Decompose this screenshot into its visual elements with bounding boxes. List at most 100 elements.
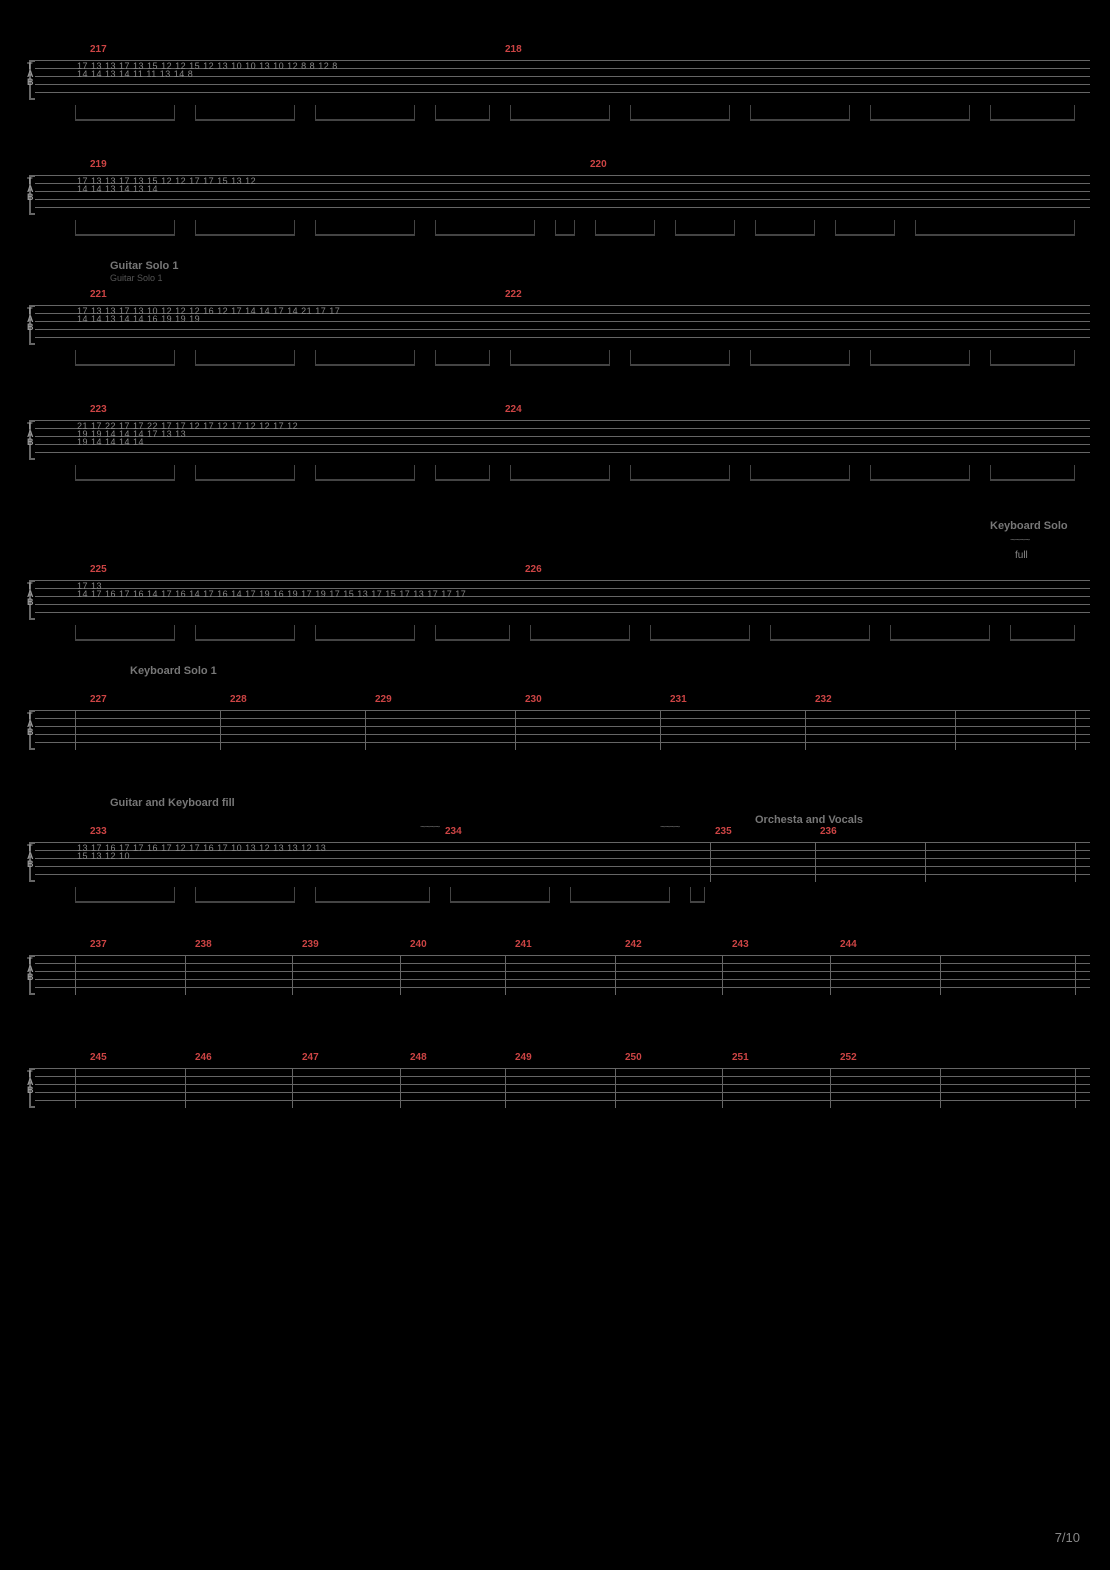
beam: [770, 625, 870, 641]
beam: [435, 105, 490, 121]
barline: [1075, 1068, 1076, 1108]
beam: [630, 350, 730, 366]
tab-clef: TAB: [27, 582, 34, 606]
bar-number: 233: [90, 826, 107, 837]
fret-numbers: 14 14 13 14 14 16 19 19 19: [77, 314, 200, 324]
beam: [630, 465, 730, 481]
tab-staff: Guitar and Keyboard fillOrchesta and Voc…: [35, 842, 1090, 882]
tab-staff: TAB21922017 13 13 17 13 15 12 12 17 17 1…: [35, 175, 1090, 215]
bar-number: 240: [410, 939, 427, 950]
beam: [510, 465, 610, 481]
beam: [870, 465, 970, 481]
bar-number: 232: [815, 694, 832, 705]
beam-group: [35, 465, 1090, 485]
bar-number: 221: [90, 289, 107, 300]
vibrato-mark: ~~~~: [660, 822, 679, 833]
beam: [315, 350, 415, 366]
bar-number: 218: [505, 44, 522, 55]
beam: [315, 105, 415, 121]
beam: [650, 625, 750, 641]
bar-number: 228: [230, 694, 247, 705]
beam: [75, 220, 175, 236]
barline: [400, 1068, 401, 1108]
bar-number: 252: [840, 1052, 857, 1063]
tab-clef: TAB: [27, 712, 34, 736]
tab-clef: TAB: [27, 307, 34, 331]
beam: [75, 887, 175, 903]
beam: [750, 350, 850, 366]
tab-staff: TAB22322421 17 22 17 17 22 17 17 12 17 1…: [35, 420, 1090, 460]
barline: [365, 710, 366, 750]
barline: [75, 955, 76, 995]
beam: [315, 887, 430, 903]
beam: [195, 105, 295, 121]
bar-number: 243: [732, 939, 749, 950]
staff-lines: TAB245246247248249250251252: [35, 1068, 1090, 1108]
beam: [435, 220, 535, 236]
beam-group: [35, 220, 1090, 240]
beam: [75, 625, 175, 641]
beam: [595, 220, 655, 236]
beam: [530, 625, 630, 641]
beam: [750, 465, 850, 481]
barline: [940, 1068, 941, 1108]
beam: [915, 220, 1075, 236]
beam-group: [35, 625, 1090, 645]
bar-number: 245: [90, 1052, 107, 1063]
barline: [830, 955, 831, 995]
section-label: Keyboard Solo: [990, 520, 1068, 532]
barline: [722, 1068, 723, 1108]
tab-staff: Keyboard Solo 1TAB227228229230231232: [35, 710, 1090, 750]
beam: [1010, 625, 1075, 641]
barline: [75, 710, 76, 750]
barline: [1075, 955, 1076, 995]
beam: [450, 887, 550, 903]
tab-staff: TAB245246247248249250251252: [35, 1068, 1090, 1108]
beam: [630, 105, 730, 121]
tab-clef: TAB: [27, 422, 34, 446]
bar-number: 237: [90, 939, 107, 950]
beam: [195, 887, 295, 903]
barline: [722, 955, 723, 995]
beam: [990, 350, 1075, 366]
bar-number: 247: [302, 1052, 319, 1063]
barline: [955, 710, 956, 750]
barline: [185, 1068, 186, 1108]
fret-numbers: 14 17 16 17 16 14 17 16 14 17 16 14 17 1…: [77, 589, 466, 599]
beam: [750, 105, 850, 121]
barline: [925, 842, 926, 882]
tab-clef: TAB: [27, 62, 34, 86]
beam: [75, 465, 175, 481]
bar-number: 230: [525, 694, 542, 705]
bar-number: 246: [195, 1052, 212, 1063]
bar-number: 227: [90, 694, 107, 705]
tab-clef: TAB: [27, 844, 34, 868]
bar-number: 226: [525, 564, 542, 575]
staff-lines: TAB23323423523613 17 16 17 17 16 17 12 1…: [35, 842, 1090, 882]
page-number: 7/10: [1055, 1530, 1080, 1545]
beam: [315, 465, 415, 481]
section-label: Orchesta and Vocals: [755, 814, 863, 826]
bar-number: 222: [505, 289, 522, 300]
beam-group: [35, 350, 1090, 370]
beam: [755, 220, 815, 236]
beam: [75, 105, 175, 121]
beam: [435, 465, 490, 481]
bar-number: 229: [375, 694, 392, 705]
fret-numbers: 14 14 13 14 13 14: [77, 184, 158, 194]
bar-number: 224: [505, 404, 522, 415]
barline: [75, 1068, 76, 1108]
fret-numbers: 15 13 12 10: [77, 851, 130, 861]
tab-staff: TAB21721817 13 13 17 13 15 12 12 15 12 1…: [35, 60, 1090, 100]
barline: [292, 955, 293, 995]
bar-number: 242: [625, 939, 642, 950]
barline: [515, 710, 516, 750]
bar-number: 241: [515, 939, 532, 950]
beam: [510, 350, 610, 366]
bar-number: 234: [445, 826, 462, 837]
beam: [195, 350, 295, 366]
beam: [570, 887, 670, 903]
bar-number: 236: [820, 826, 837, 837]
barline: [400, 955, 401, 995]
beam: [75, 350, 175, 366]
